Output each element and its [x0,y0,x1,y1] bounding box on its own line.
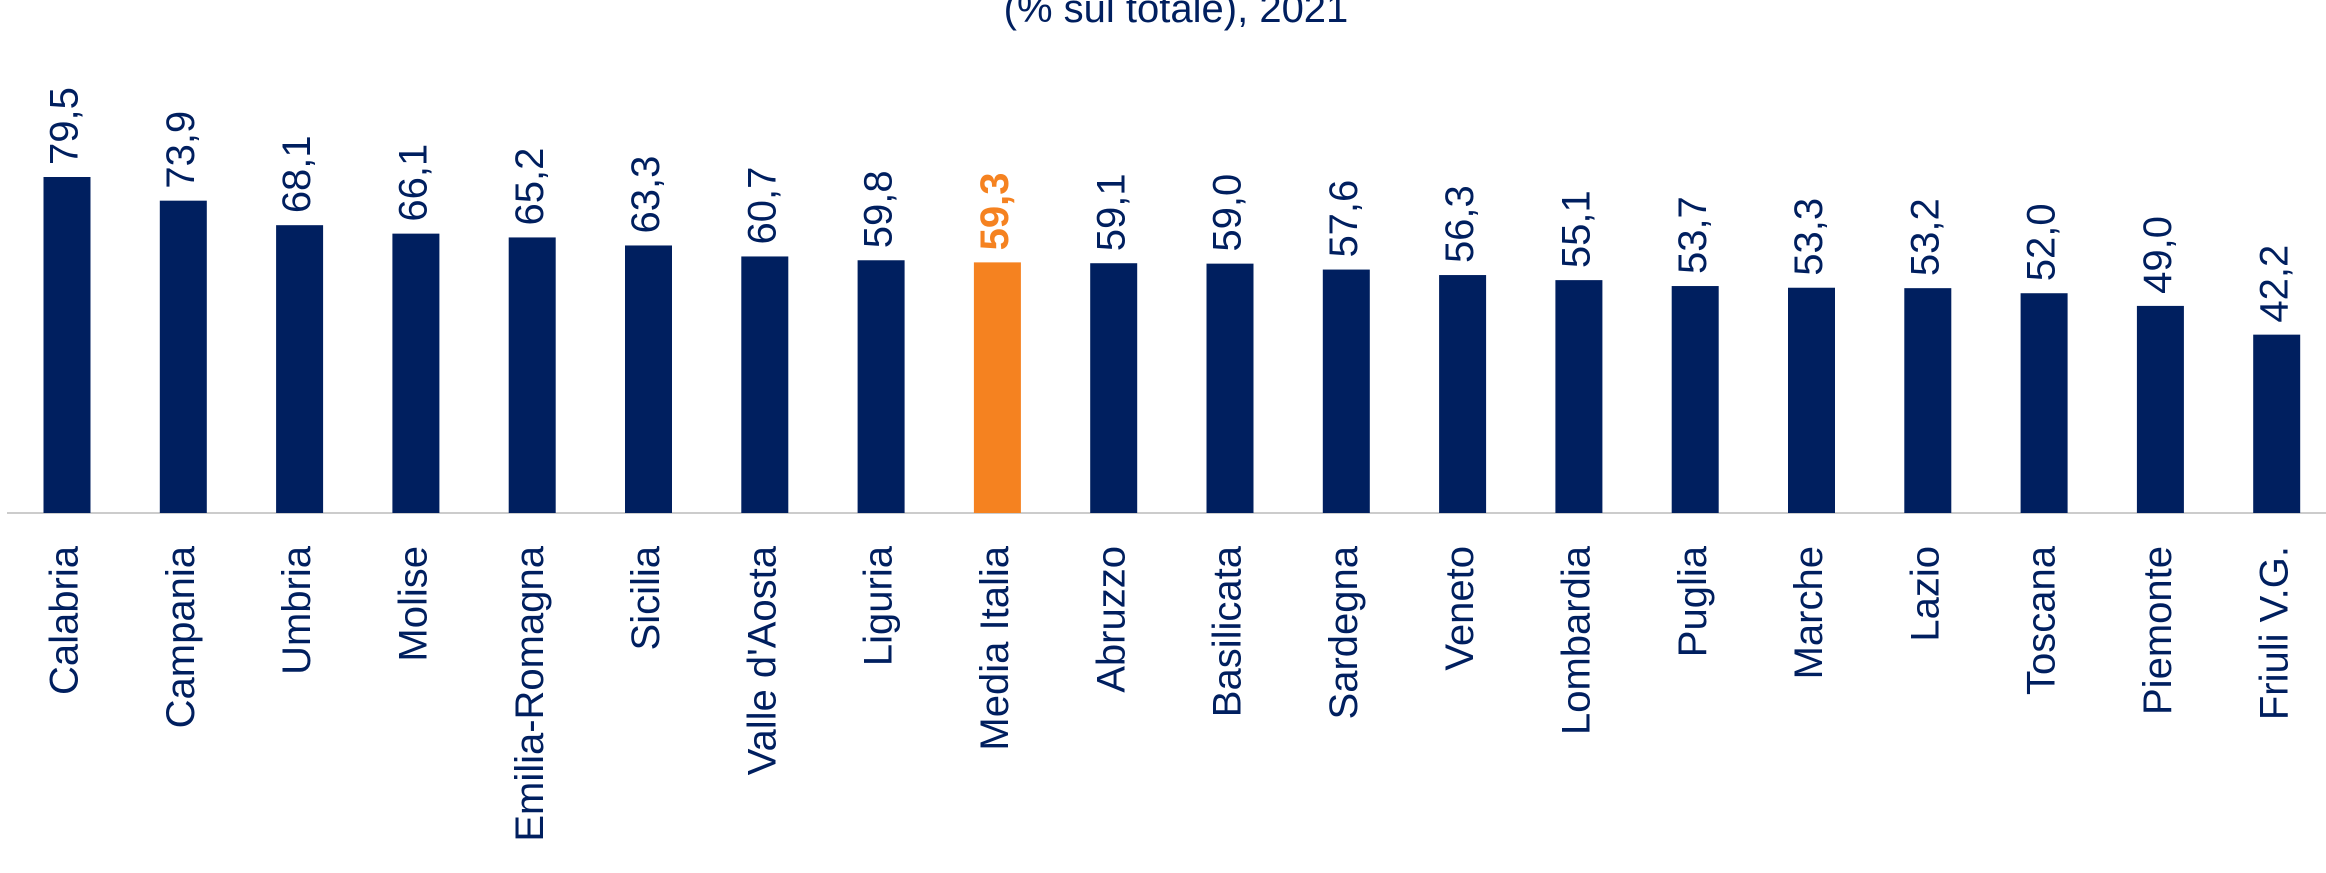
bar [2020,293,2068,513]
value-label: 56,3 [1438,185,1482,263]
bar [1090,263,1138,513]
bar [1671,286,1719,513]
x-tick-label: Emilia-Romagna [508,545,552,841]
bar [625,245,672,513]
x-tick-label: Campania [159,545,203,728]
bar [1555,280,1603,513]
value-label: 49,0 [2136,216,2180,294]
x-tick-label: Liguria [857,545,901,666]
bar [1322,269,1370,513]
value-label: 63,3 [624,156,668,234]
x-tick-label: Lazio [1903,546,1947,642]
value-label: 53,2 [1903,198,1947,276]
value-label: 59,1 [1089,173,1133,251]
x-tick-label: Lombardia [1554,545,1598,735]
x-tick-label: Calabria [43,545,87,695]
value-label: 73,9 [159,111,203,189]
x-tick-label: Veneto [1438,546,1482,671]
bar [276,225,324,513]
bar [508,237,556,513]
x-tick-label: Valle d'Aosta [740,545,784,775]
bar [1904,288,1952,513]
value-label: 59,0 [1206,174,1250,252]
bar [2253,334,2301,513]
value-label: 59,8 [857,170,901,248]
x-tick-label: Puglia [1671,545,1715,657]
x-tick-label: Sardegna [1322,545,1366,719]
x-tick-label: Media Italia [973,545,1017,750]
x-tick-label: Marche [1787,546,1831,679]
value-label: 53,3 [1787,198,1831,276]
value-label: 68,1 [275,135,319,213]
value-label: 66,1 [391,144,435,222]
bar [1439,275,1487,513]
bar [43,177,91,513]
value-label: 60,7 [740,167,784,245]
bar [1788,287,1835,513]
bar [1206,263,1254,513]
x-tick-label: Molise [391,546,435,662]
x-tick-label: Toscana [2020,545,2064,695]
value-label: 42,2 [2252,245,2296,323]
x-tick-label: Basilicata [1206,545,1250,717]
x-tick-label: Friuli V.G. [2252,546,2296,720]
x-tick-label: Abruzzo [1089,546,1133,693]
value-label: 79,5 [43,87,87,165]
x-tick-label: Piemonte [2136,546,2180,715]
value-label: 59,3 [973,173,1017,251]
x-tick-label: Umbria [275,545,319,675]
value-label: 57,6 [1322,180,1366,258]
bar [2136,305,2184,513]
bar [973,262,1021,513]
value-label: 55,1 [1554,190,1598,268]
bar [741,256,789,513]
bar [857,260,905,513]
value-label: 65,2 [508,148,552,226]
chart-title: (% sul totale), 2021 [1004,0,1349,31]
value-label: 52,0 [2020,203,2064,281]
value-label: 53,7 [1671,196,1715,274]
bar [392,233,440,513]
x-tick-label: Sicilia [624,545,668,650]
bar [159,200,207,514]
